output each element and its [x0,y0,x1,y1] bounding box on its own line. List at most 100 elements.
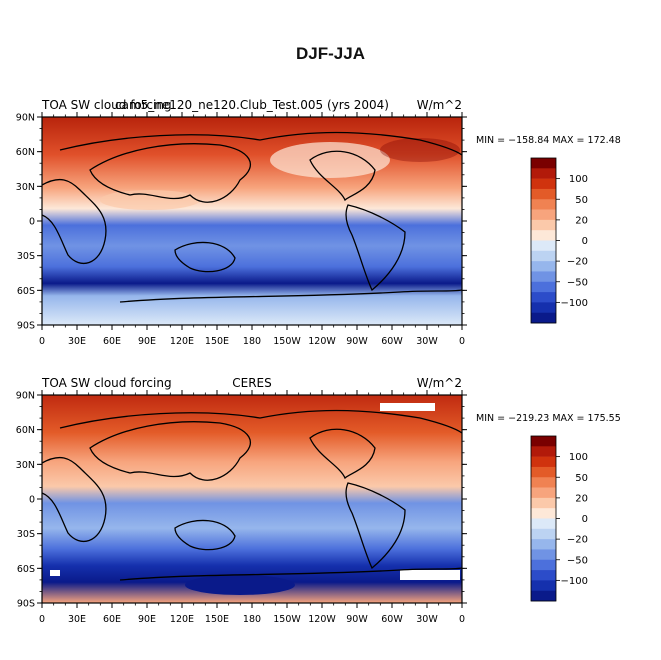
colorbar-swatch [531,497,556,509]
colorbar-label: −50 [567,277,588,288]
panel-center-title: cam5_ne120_ne120.Club_Test.005 (yrs 2004… [115,98,389,112]
lon-tick-label: 120E [170,336,194,347]
field-blob [380,138,460,162]
field-blob [185,575,295,595]
lon-tick-label: 150W [273,614,301,625]
lon-tick-label: 60W [381,336,403,347]
colorbar-swatch [531,292,556,303]
colorbar-swatch [531,539,556,550]
lon-tick-label: 30W [416,336,438,347]
colorbar-swatch [531,281,556,293]
lon-tick-label: 30E [68,614,86,625]
colorbar-swatch [531,559,556,571]
colorbar-swatch [531,466,556,478]
colorbar-swatch [531,158,556,169]
lon-tick-label: 150E [205,336,229,347]
colorbar-swatch [531,188,556,200]
lon-tick-label: 0 [39,336,45,347]
lon-tick-label: 180 [243,336,261,347]
lon-tick-label: 120W [308,614,336,625]
colorbar-label: 100 [569,452,588,463]
colorbar-swatch [531,271,556,283]
map-field [42,395,462,603]
lon-tick-label: 0 [459,336,465,347]
lat-tick-label: 60S [17,564,35,575]
lon-tick-label: 120W [308,336,336,347]
panel-model [41,117,463,325]
missing-data [380,403,435,411]
lat-tick-label: 0 [29,217,35,228]
lon-tick-label: 90E [138,614,156,625]
lat-tick-label: 90S [17,599,35,610]
colorbar-label: −50 [567,555,588,566]
colorbar-swatch [531,456,556,468]
panel-ceres [41,395,463,603]
panel-center-title: CERES [232,376,272,390]
lon-tick-label: 90W [346,614,368,625]
panel-left-title: TOA SW cloud forcing [41,98,172,112]
colorbar-swatch [531,209,556,221]
lon-tick-label: 0 [39,614,45,625]
lon-tick-label: 60W [381,614,403,625]
lat-tick-label: 90N [16,113,35,124]
lon-tick-label: 60E [103,614,121,625]
colorbar-swatch [531,477,556,488]
lon-tick-label: 60E [103,336,121,347]
min-max-stats: MIN = −219.23 MAX = 175.55 [476,413,621,424]
colorbar-swatch [531,446,556,457]
colorbar-label: 100 [569,174,588,185]
colorbar-swatch [531,168,556,179]
lat-tick-label: 60N [16,425,35,436]
lon-tick-label: 150W [273,336,301,347]
colorbar-swatch [531,436,556,447]
colorbar-swatch [531,580,556,591]
lat-tick-label: 90S [17,321,35,332]
colorbar-swatch [531,302,556,313]
lon-tick-label: 30W [416,614,438,625]
colorbar-swatch [531,590,556,602]
lat-tick-label: 90N [16,391,35,402]
lat-tick-label: 30S [17,529,35,540]
colorbar-swatch [531,230,556,241]
panel-units: W/m^2 [417,98,462,112]
colorbar-swatch [531,570,556,581]
coastlines [41,131,463,303]
colorbar-swatch [531,528,556,540]
colorbar-label: 20 [575,215,588,226]
missing-data [50,570,60,576]
panel-units: W/m^2 [417,376,462,390]
colorbar-swatch [531,312,556,324]
colorbar-swatch [531,199,556,210]
colorbar-label: 50 [575,473,588,484]
lon-tick-label: 150E [205,614,229,625]
field-blob [100,190,200,210]
lat-tick-label: 30N [16,182,35,193]
colorbar-label: −20 [567,257,588,268]
min-max-stats: MIN = −158.84 MAX = 172.48 [476,135,621,146]
colorbar-swatch [531,219,556,231]
lat-tick-label: 60S [17,286,35,297]
lat-tick-label: 30S [17,251,35,262]
main-title: DJF-JJA [296,44,365,63]
colorbar-label: −20 [567,535,588,546]
colorbar-swatch [531,549,556,561]
lat-tick-label: 60N [16,147,35,158]
lon-tick-label: 90E [138,336,156,347]
colorbar-label: 50 [575,195,588,206]
colorbar-swatch [531,518,556,530]
colorbar-swatch [531,508,556,519]
lat-tick-label: 30N [16,460,35,471]
colorbar-label: −100 [561,298,588,309]
colorbar-swatch [531,487,556,499]
lon-tick-label: 180 [243,614,261,625]
lon-tick-label: 0 [459,614,465,625]
colorbar-swatch [531,178,556,190]
colorbar-swatch [531,261,556,272]
colorbar-swatch [531,240,556,252]
lat-tick-label: 0 [29,495,35,506]
panel-left-title: TOA SW cloud forcing [41,376,172,390]
missing-data [400,570,460,580]
field-blob [270,142,390,178]
map-field [42,117,462,325]
